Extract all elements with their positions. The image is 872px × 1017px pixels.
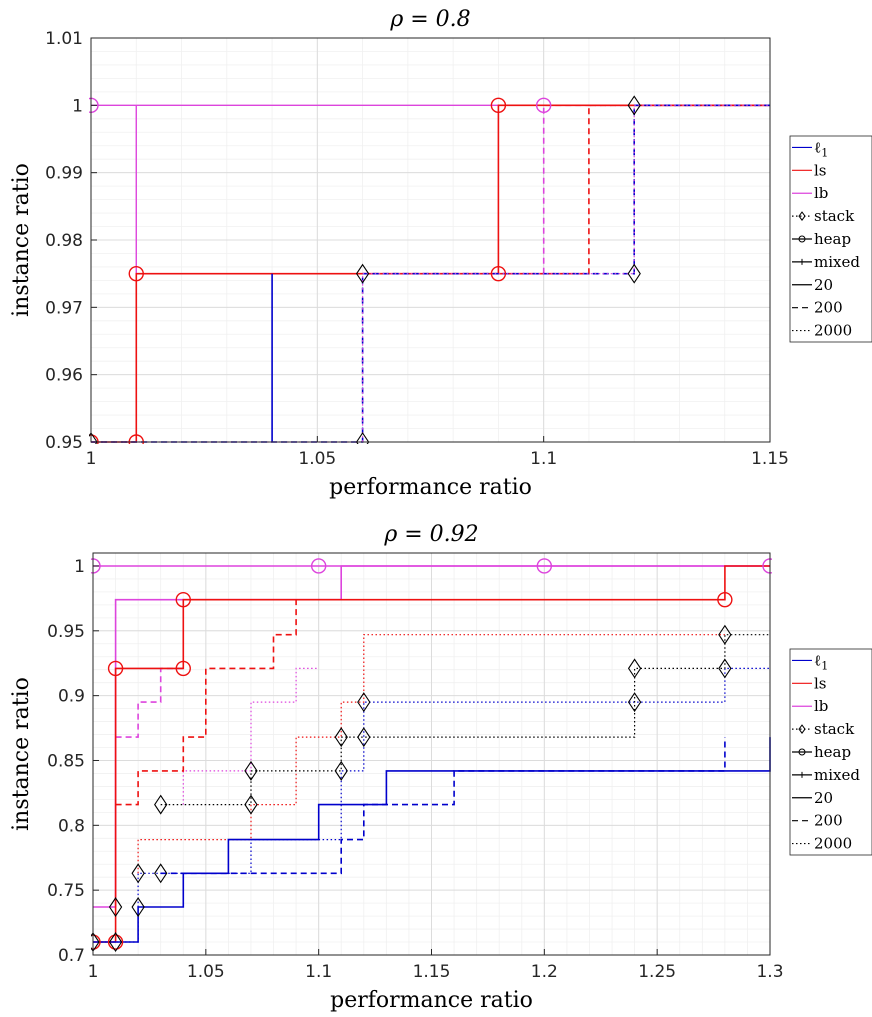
- legend-label: mixed: [814, 766, 860, 784]
- diamond-marker: [244, 760, 258, 781]
- x-tick-label: 1.15: [413, 962, 451, 982]
- legend-label: mixed: [814, 253, 860, 271]
- circle-marker: [175, 660, 191, 677]
- circle-marker: [490, 265, 507, 282]
- x-tick-label: 1.05: [298, 449, 336, 469]
- legend-label: 20: [814, 789, 833, 807]
- x-tick-label: 1.25: [638, 962, 676, 982]
- x-axis-label: performance ratio: [330, 988, 533, 1013]
- legend-label: heap: [814, 230, 851, 248]
- legend-diamond-icon: [798, 211, 806, 221]
- y-tick-label: 1.01: [45, 29, 83, 49]
- circle-marker: [107, 660, 124, 677]
- circle-marker: [107, 934, 124, 950]
- y-tick-label: 0.96: [45, 366, 83, 386]
- legend-label: 200: [814, 812, 843, 830]
- y-axis-label: instance ratio: [9, 163, 34, 317]
- series-line: [160, 634, 770, 806]
- legend-label: 2000: [814, 322, 852, 340]
- y-tick-label: 0.95: [45, 433, 83, 453]
- diamond-marker: [627, 95, 641, 116]
- y-tick-label: 1: [72, 96, 83, 116]
- diamond-marker: [355, 263, 370, 284]
- series-line: [91, 104, 770, 443]
- diamond-marker: [357, 692, 371, 713]
- series-line: [93, 565, 770, 943]
- legend-label: 200: [814, 299, 843, 317]
- legend-circle-icon: [798, 748, 806, 756]
- x-tick-label: 1.1: [530, 449, 557, 469]
- diamond-marker: [627, 692, 642, 713]
- diamond-marker: [89, 432, 98, 444]
- diamond-marker: [355, 432, 370, 444]
- x-tick-label: 1.15: [751, 449, 789, 469]
- diamond-marker: [154, 794, 168, 815]
- series-group: [91, 558, 772, 953]
- chart-title: ρ = 0.8: [389, 7, 470, 32]
- y-tick-label: 0.98: [45, 231, 83, 251]
- diamond-marker: [154, 863, 168, 884]
- circle-marker: [717, 591, 733, 608]
- y-tick-label: 0.75: [47, 881, 85, 901]
- diamond-marker: [334, 727, 348, 748]
- x-tick-label: 1.05: [187, 962, 225, 982]
- diamond-marker: [108, 897, 123, 918]
- circle-marker: [128, 265, 144, 282]
- legend-label: lb: [814, 184, 828, 202]
- legend-label: heap: [814, 743, 851, 761]
- diamond-marker: [334, 760, 348, 781]
- chart-title: ρ = 0.92: [383, 522, 478, 547]
- legend-circle-icon: [798, 235, 806, 243]
- y-tick-label: 0.8: [58, 816, 85, 836]
- y-axis-label: instance ratio: [9, 677, 34, 831]
- circle-marker: [310, 558, 327, 574]
- chart-2: 1 1.05 1.1 1.15 1.2 1.25 1.3 0.7 0.75 0.8 0.85 0.9 0…: [9, 522, 872, 1013]
- circle-marker: [536, 558, 553, 574]
- x-tick-label: 1.1: [305, 962, 332, 982]
- x-tick-label: 1.3: [756, 962, 783, 982]
- x-axis-label: performance ratio: [329, 475, 532, 500]
- chart-1: 1 1.05 1.1 1.15 0.95 0.96 0.97 0.98 0.99 1 1.01 ρ =…: [9, 7, 872, 500]
- diamond-marker: [627, 658, 642, 679]
- y-tick-label: 0.99: [45, 164, 83, 184]
- y-tick-label: 0.95: [47, 622, 85, 642]
- diamond-marker: [357, 727, 371, 748]
- diamond-marker: [108, 932, 123, 953]
- circle-marker: [175, 591, 191, 608]
- legend-label: 2000: [814, 835, 852, 853]
- y-tick-label: 1: [74, 557, 85, 577]
- diamond-marker: [131, 863, 145, 884]
- series-line: [93, 667, 770, 943]
- diamond-marker: [244, 794, 258, 815]
- legend-label: ls: [814, 161, 827, 179]
- x-tick-label: 1.2: [531, 962, 558, 982]
- series-line: [137, 634, 725, 874]
- x-tick-label: 1: [88, 962, 99, 982]
- x-tick-label: 1: [86, 449, 97, 469]
- legend-label: stack: [814, 720, 855, 738]
- y-tick-label: 0.85: [47, 751, 85, 771]
- diamond-marker: [627, 263, 641, 284]
- series-line: [182, 667, 319, 805]
- legend-label: ls: [814, 674, 827, 692]
- y-tick-label: 0.9: [58, 687, 85, 707]
- legend-label: lb: [814, 697, 828, 715]
- y-tick-label: 0.97: [45, 298, 83, 318]
- diamond-marker: [718, 624, 732, 645]
- circle-marker: [490, 97, 507, 114]
- legend-label: 20: [814, 276, 833, 294]
- y-tick-label: 0.7: [58, 946, 85, 966]
- series-line: [160, 737, 726, 875]
- circle-marker: [535, 97, 552, 114]
- legend-diamond-icon: [798, 724, 806, 734]
- series-line: [115, 599, 297, 806]
- legend-label: stack: [814, 207, 855, 225]
- diamond-marker: [131, 897, 145, 918]
- diamond-marker: [718, 658, 732, 679]
